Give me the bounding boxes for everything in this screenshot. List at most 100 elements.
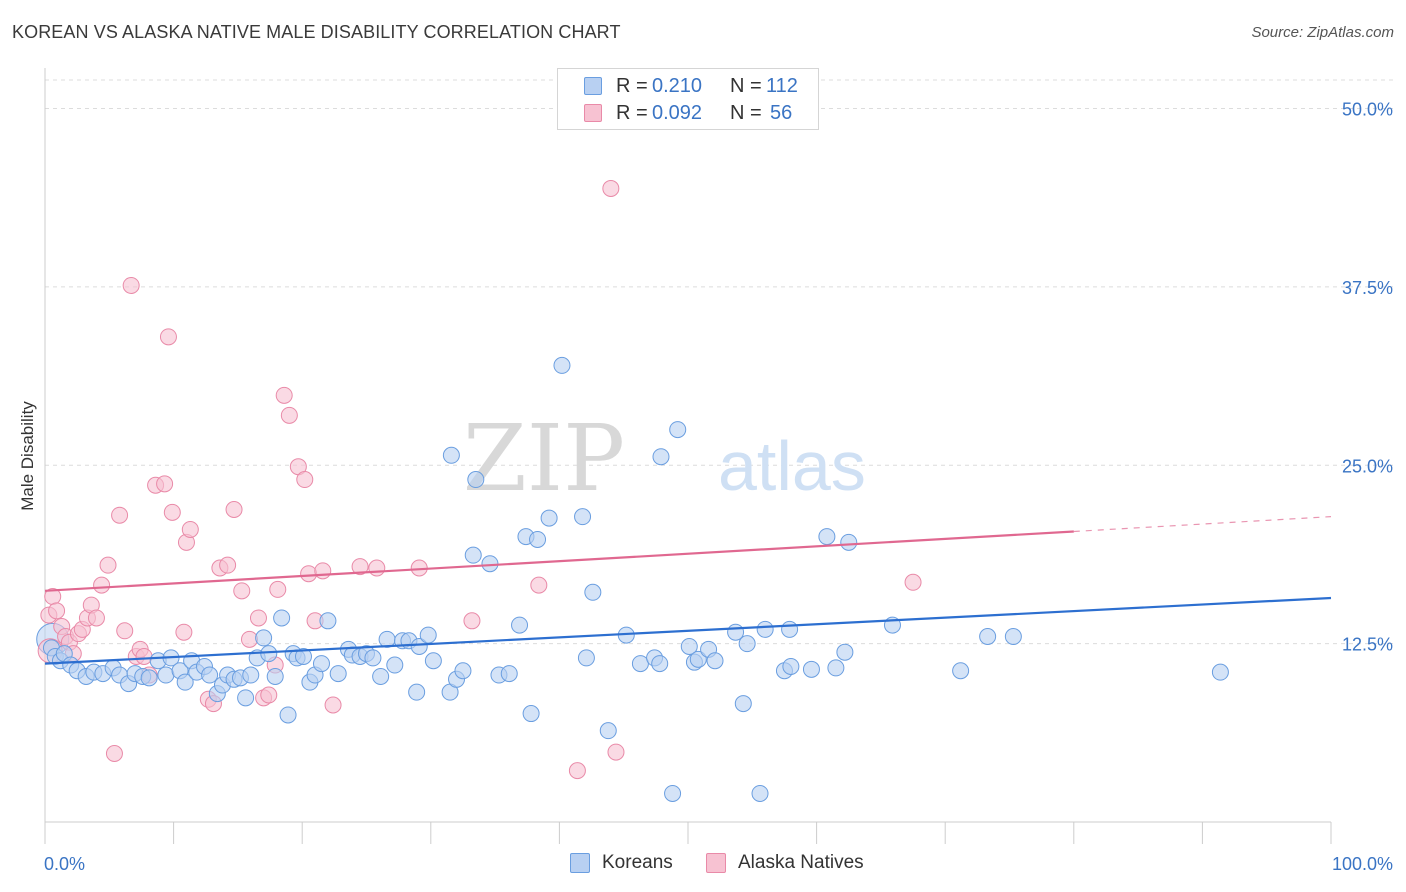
alaska-natives-point	[300, 565, 318, 583]
koreans-point	[680, 637, 698, 655]
y-tick-label: 25.0%	[1342, 456, 1393, 476]
koreans-trend-line	[44, 596, 1332, 665]
alaska-natives-swatch	[706, 853, 726, 873]
koreans-point	[738, 635, 756, 653]
r-label: R =	[616, 75, 648, 97]
axes	[44, 68, 1332, 844]
alaska-natives-point	[269, 580, 287, 598]
alaska-natives-point	[135, 647, 153, 665]
alaska-natives-point	[93, 576, 111, 594]
source-label: Source: ZipAtlas.com	[1251, 24, 1394, 41]
alaska-natives-point	[233, 582, 251, 600]
koreans-point	[467, 471, 485, 489]
koreans-point	[294, 647, 312, 665]
watermark-atlas: atlas	[718, 427, 866, 505]
alaska-natives-point	[275, 386, 293, 404]
alaska-natives-point	[181, 520, 199, 538]
koreans-point	[255, 629, 273, 647]
alaska-natives-point	[368, 559, 386, 577]
tick-labels: 12.5% 25.0% 37.5% 50.0% 0.0% 100.0%	[44, 100, 1393, 874]
alaska-natives-point	[105, 745, 123, 763]
koreans-point	[454, 662, 472, 680]
n-value: 112	[766, 75, 798, 97]
data-points	[36, 179, 1229, 802]
koreans-point	[424, 652, 442, 670]
alaska-natives-point	[240, 630, 258, 648]
koreans-point	[242, 666, 260, 684]
alaska-natives-point	[463, 612, 481, 630]
koreans-point	[652, 448, 670, 466]
y-tick-label: 12.5%	[1342, 635, 1393, 655]
koreans-point	[140, 669, 158, 687]
koreans-point	[979, 628, 997, 645]
alaska-natives-point	[602, 179, 620, 197]
koreans-point	[372, 667, 390, 685]
alaska-natives-point	[122, 276, 140, 294]
koreans-point	[312, 655, 330, 673]
koreans-point	[157, 666, 175, 684]
r-value: 0.092	[652, 102, 703, 124]
alaska-natives-point	[156, 475, 174, 493]
koreans-point	[1211, 663, 1229, 681]
koreans-point	[584, 583, 602, 601]
koreans-point	[364, 649, 382, 667]
koreans-point	[553, 356, 571, 374]
koreans-point	[540, 509, 558, 527]
n-label: N =	[730, 75, 762, 97]
alaska-natives-point	[568, 762, 586, 780]
y-tick-label: 50.0%	[1342, 100, 1393, 120]
alaska-natives-point	[280, 406, 298, 424]
gridlines	[45, 79, 1393, 645]
n-value: 56	[770, 102, 793, 124]
koreans-point	[266, 667, 284, 685]
koreans-point	[273, 609, 291, 627]
alaska-natives-point	[116, 622, 134, 640]
legend-alaska-natives-label: Alaska Natives	[738, 852, 864, 873]
koreans-point	[464, 546, 482, 564]
alaska-natives-point	[111, 506, 129, 524]
koreans-point	[319, 612, 337, 630]
alaska-natives-point	[296, 471, 314, 489]
koreans-point	[176, 673, 194, 691]
koreans-point	[419, 626, 437, 644]
alaska-natives-trend-line	[44, 530, 1074, 592]
koreans-point	[689, 650, 707, 668]
alaska-natives-point	[87, 609, 105, 627]
legend-koreans-label: Koreans	[602, 852, 673, 873]
koreans-point	[500, 665, 518, 683]
x-tick-label: 100.0%	[1332, 854, 1393, 874]
koreans-point	[599, 722, 617, 740]
alaska-natives-trend-line-extension	[1073, 516, 1332, 533]
n-label: N =	[730, 102, 762, 124]
alaska-natives-point	[163, 503, 181, 521]
koreans-swatch	[584, 77, 602, 95]
alaska-natives-point	[249, 609, 267, 627]
koreans-point	[529, 530, 547, 548]
koreans-point	[279, 706, 297, 724]
correlation-legend: R = 0.210 N = 112 R = 0.092 N = 56	[557, 68, 819, 130]
koreans-point	[782, 657, 800, 675]
koreans-point	[574, 508, 592, 526]
koreans-point	[802, 660, 820, 678]
alaska-natives-point	[607, 743, 625, 761]
alaska-natives-point	[159, 328, 177, 346]
r-value: 0.210	[652, 75, 703, 97]
koreans-point	[827, 659, 845, 677]
koreans-point	[818, 528, 836, 546]
koreans-point	[734, 695, 752, 713]
koreans-point	[756, 620, 774, 638]
koreans-point	[952, 662, 970, 680]
koreans-point	[840, 533, 858, 551]
koreans-point	[408, 683, 426, 701]
watermark-zip: ZIP	[463, 405, 625, 512]
alaska-natives-point	[351, 558, 369, 576]
r-label: R =	[616, 102, 648, 124]
koreans-point	[386, 656, 404, 674]
chart-title: KOREAN VS ALASKA NATIVE MALE DISABILITY …	[12, 22, 621, 42]
x-tick-label: 0.0%	[44, 854, 85, 874]
koreans-point	[410, 637, 428, 655]
koreans-point	[329, 665, 347, 683]
koreans-point	[511, 616, 529, 634]
koreans-point	[669, 421, 687, 439]
